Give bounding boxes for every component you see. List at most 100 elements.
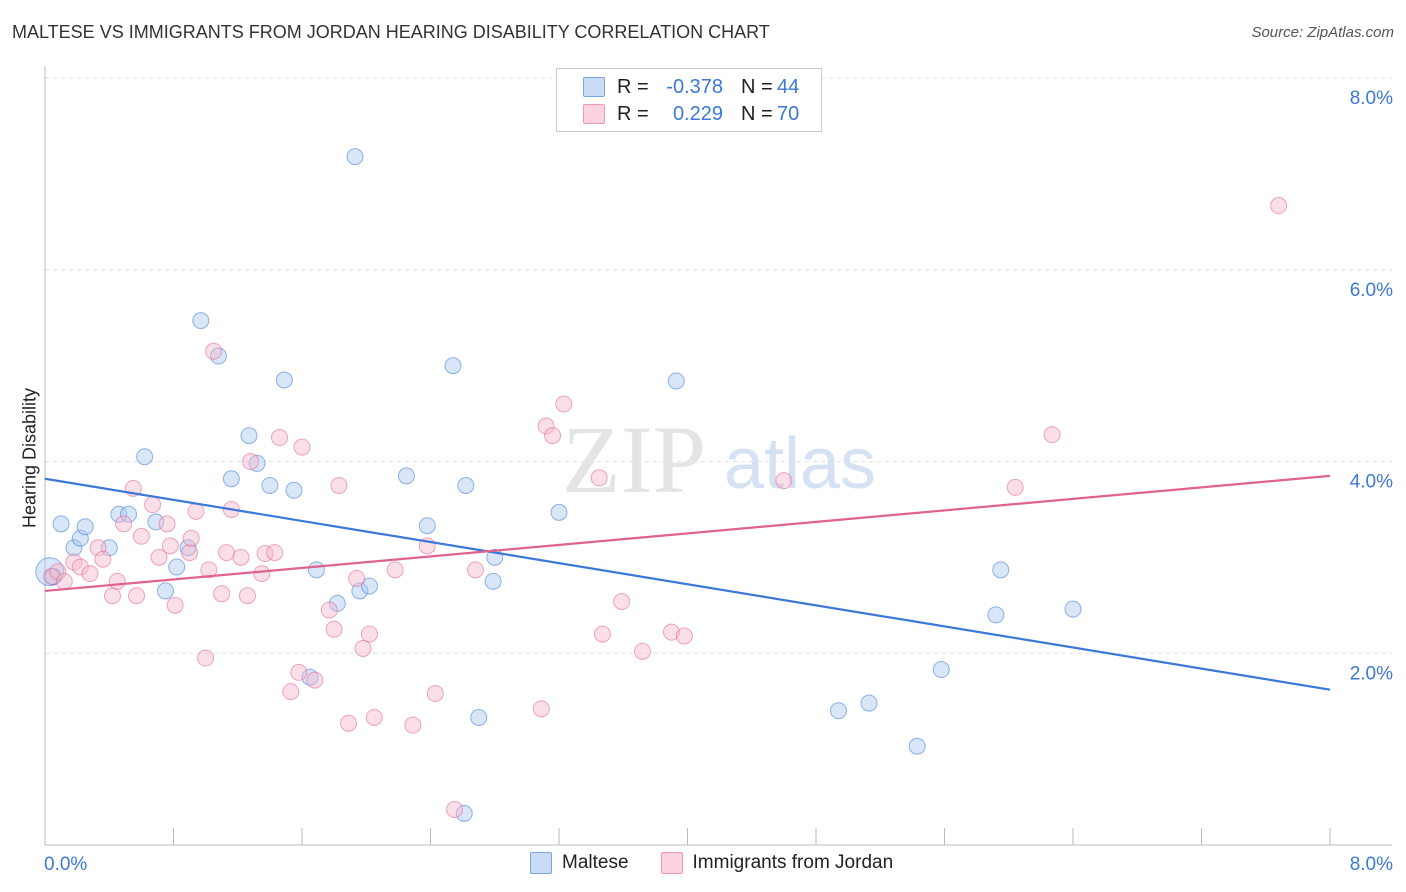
jordan-point bbox=[242, 453, 260, 470]
jordan-point bbox=[348, 569, 366, 587]
maltese-point bbox=[301, 668, 319, 686]
r-label: R = bbox=[617, 102, 649, 125]
maltese-point bbox=[168, 558, 186, 576]
zipatlas-watermark: ZIP atlas bbox=[562, 406, 876, 513]
jordan-point bbox=[81, 565, 99, 583]
maltese-swatch bbox=[583, 77, 605, 97]
n-label: N = bbox=[741, 102, 773, 125]
legend-label: Immigrants from Jordan bbox=[692, 852, 894, 873]
jordan-point bbox=[55, 572, 73, 590]
series-legend: Maltese Immigrants from Jordan bbox=[530, 852, 925, 874]
r-value: 0.229 bbox=[672, 102, 723, 125]
jordan-point bbox=[197, 649, 215, 667]
jordan-point bbox=[271, 429, 289, 447]
jordan-point bbox=[386, 561, 404, 579]
jordan-trend-line bbox=[44, 474, 1331, 593]
maltese-point bbox=[351, 582, 369, 600]
jordan-point bbox=[1270, 197, 1288, 215]
watermark-zip: ZIP bbox=[562, 406, 706, 513]
y-tick-label: 2.0% bbox=[1350, 663, 1393, 684]
stats-legend: R = -0.378 N = 44 R = 0.229 N = 70 bbox=[556, 68, 822, 132]
jordan-point bbox=[205, 342, 223, 360]
maltese-point bbox=[120, 505, 138, 523]
jordan-point bbox=[218, 544, 236, 562]
jordan-point bbox=[232, 548, 250, 566]
jordan-point bbox=[590, 469, 608, 487]
maltese-point bbox=[667, 372, 685, 390]
jordan-point bbox=[775, 472, 793, 490]
jordan-point bbox=[158, 515, 176, 533]
chart-title: MALTESE VS IMMIGRANTS FROM JORDAN HEARIN… bbox=[12, 22, 770, 42]
jordan-point bbox=[532, 700, 550, 718]
jordan-point bbox=[161, 537, 179, 555]
maltese-point bbox=[457, 476, 475, 494]
jordan-point bbox=[613, 592, 631, 610]
jordan-point bbox=[187, 502, 205, 520]
legend-row-maltese: R = -0.378 N = 44 bbox=[583, 74, 799, 100]
jordan-point bbox=[103, 587, 121, 605]
jordan-point bbox=[325, 620, 343, 638]
watermark-atlas: atlas bbox=[724, 424, 876, 504]
maltese-point bbox=[209, 347, 227, 365]
jordan-point bbox=[115, 515, 133, 533]
jordan-swatch bbox=[660, 852, 683, 874]
jordan-point bbox=[330, 476, 348, 494]
maltese-point bbox=[65, 539, 83, 557]
maltese-point bbox=[52, 515, 70, 533]
jordan-point bbox=[200, 561, 218, 579]
gridlines bbox=[45, 77, 1392, 654]
legend-item-jordan[interactable]: Immigrants from Jordan bbox=[660, 852, 894, 874]
maltese-point bbox=[484, 572, 502, 590]
maltese-swatch bbox=[530, 852, 552, 874]
jordan-point bbox=[71, 558, 89, 576]
maltese-point bbox=[397, 467, 415, 485]
maltese-trend-line bbox=[44, 477, 1331, 691]
maltese-point bbox=[261, 476, 279, 494]
maltese-point bbox=[1064, 600, 1082, 618]
maltese-point bbox=[240, 427, 258, 445]
legend-row-jordan: R = 0.229 N = 70 bbox=[583, 101, 799, 127]
jordan-point bbox=[555, 395, 573, 413]
y-tick-label: 6.0% bbox=[1350, 280, 1393, 301]
jordan-point bbox=[150, 548, 168, 566]
maltese-point bbox=[275, 371, 293, 389]
jordan-point bbox=[446, 801, 464, 819]
jordan-point bbox=[354, 639, 372, 657]
jordan-point bbox=[282, 683, 300, 701]
jordan-point bbox=[634, 642, 652, 660]
legend-item-maltese[interactable]: Maltese bbox=[530, 852, 629, 874]
data-points bbox=[35, 148, 1288, 822]
x-tick-label: 0.0% bbox=[44, 854, 87, 875]
maltese-point bbox=[455, 804, 473, 822]
jordan-point bbox=[306, 671, 324, 689]
jordan-point bbox=[238, 587, 256, 605]
maltese-point bbox=[307, 561, 325, 579]
axes bbox=[44, 66, 1392, 846]
jordan-point bbox=[213, 585, 231, 603]
n-value: 70 bbox=[777, 102, 800, 125]
jordan-point bbox=[662, 623, 680, 641]
maltese-point bbox=[222, 470, 240, 488]
jordan-point bbox=[182, 529, 200, 547]
jordan-point bbox=[340, 714, 358, 732]
jordan-point bbox=[293, 438, 311, 456]
jordan-point bbox=[108, 572, 126, 590]
jordan-point bbox=[593, 625, 611, 643]
maltese-point bbox=[192, 312, 210, 330]
maltese-point bbox=[110, 505, 128, 523]
maltese-point bbox=[908, 737, 926, 755]
maltese-point bbox=[992, 561, 1010, 579]
y-tick-label: 4.0% bbox=[1350, 472, 1393, 493]
maltese-point bbox=[156, 582, 174, 600]
maltese-point bbox=[248, 454, 266, 472]
jordan-swatch bbox=[583, 104, 605, 124]
jordan-point bbox=[1043, 426, 1061, 444]
maltese-point bbox=[829, 702, 847, 720]
jordan-point bbox=[49, 563, 67, 581]
maltese-point bbox=[360, 577, 378, 595]
r-label: R = bbox=[617, 75, 649, 98]
x-tick-label: 8.0% bbox=[1350, 854, 1393, 875]
jordan-point bbox=[320, 601, 338, 619]
jordan-point bbox=[132, 527, 150, 545]
source-credit: Source: ZipAtlas.com bbox=[1251, 24, 1394, 41]
